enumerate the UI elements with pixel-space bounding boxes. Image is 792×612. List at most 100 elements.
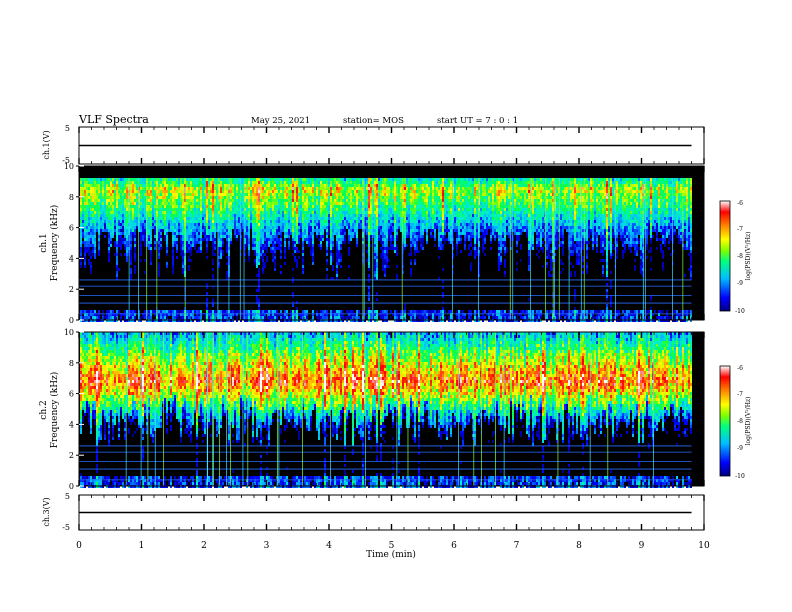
spectrogram-cell [304, 238, 306, 241]
spectrogram-cell [334, 199, 336, 202]
spectrogram-cell [290, 202, 292, 205]
spectrogram-cell [136, 181, 138, 184]
spectrogram-cell [176, 178, 178, 181]
spectrogram-cell [262, 193, 264, 196]
spectrogram-cell [268, 181, 270, 184]
spectrogram-cell [222, 196, 224, 199]
spectrogram-cell [408, 232, 410, 235]
spectrogram-cell [164, 205, 166, 208]
spectrogram-cell [302, 214, 304, 217]
spectrogram-cell [390, 214, 392, 217]
spectrogram-cell [392, 214, 394, 217]
spectrogram-cell [204, 217, 206, 220]
spectrogram-cell [244, 214, 246, 217]
spectrogram-cell [160, 196, 162, 199]
spectrogram-cell [90, 196, 92, 199]
spectrogram-cell [240, 190, 242, 193]
spectrogram-cell [180, 253, 182, 256]
spectrogram-cell [130, 190, 132, 193]
spectrogram-cell [242, 193, 244, 196]
spectrogram-cell [88, 229, 90, 232]
spectrogram-cell [306, 181, 308, 184]
spectrogram-cell [254, 244, 256, 247]
spectrogram-cell [144, 220, 146, 223]
spectrogram-cell [294, 202, 296, 205]
spectrogram-cell [200, 211, 202, 214]
spectrogram-cell [90, 199, 92, 202]
spectrogram-cell [254, 229, 256, 232]
spectrogram-cell [364, 193, 366, 196]
spectrogram-cell [108, 217, 110, 220]
spectrogram-cell [172, 247, 174, 250]
spectrogram-cell [190, 226, 192, 229]
spectrogram-cell [140, 196, 142, 199]
spectrogram-cell [176, 217, 178, 220]
spectrogram-cell [214, 247, 216, 250]
spectrogram-cell [102, 214, 104, 217]
spectrogram-cell [82, 202, 84, 205]
spectrogram-cell [90, 268, 92, 271]
spectrogram-cell [138, 199, 140, 202]
spectrogram-cell [288, 199, 290, 202]
spectrogram-cell [270, 220, 272, 223]
spectrogram-cell [320, 313, 322, 316]
spectrogram-cell [392, 217, 394, 220]
spectrogram-cell [224, 196, 226, 199]
spectrogram-cell [220, 205, 222, 208]
spectrogram-cell [190, 217, 192, 220]
spectrogram-cell [142, 190, 144, 193]
spectrogram-cell [220, 244, 222, 247]
spectrogram-cell [196, 205, 198, 208]
spectrogram-cell [272, 223, 274, 226]
spectrogram-cell [344, 208, 346, 211]
spectrogram-cell [270, 193, 272, 196]
spectrogram-cell [376, 193, 378, 196]
spectrogram-cell [210, 202, 212, 205]
spectrogram-cell [238, 178, 240, 181]
spectrogram-cell [88, 262, 90, 265]
spectrogram-cell [384, 184, 386, 187]
spectrogram-cell [108, 238, 110, 241]
spectrogram-cell [218, 196, 220, 199]
spectrogram-cell [402, 313, 404, 316]
spectrogram-cell [94, 241, 96, 244]
spectrogram-cell [336, 226, 338, 229]
spectrogram-cell [396, 190, 398, 193]
spectrogram-cell [366, 232, 368, 235]
spectrogram-cell [150, 232, 152, 235]
spectrogram-cell [86, 196, 88, 199]
spectrogram-cell [340, 235, 342, 238]
spectrogram-cell [94, 229, 96, 232]
spectrogram-cell [124, 202, 126, 205]
spectrogram-cell [190, 241, 192, 244]
spectrogram-cell [324, 211, 326, 214]
spectrogram-cell [272, 238, 274, 241]
spectrogram-cell [424, 187, 426, 190]
spectrogram-cell [132, 223, 134, 226]
spectrogram-cell [92, 217, 94, 220]
spectrogram-cell [160, 229, 162, 232]
spectrogram-cell [242, 310, 244, 313]
spectrogram-cell [256, 274, 258, 277]
spectrogram-cell [182, 310, 184, 313]
spectrogram-cell [216, 316, 218, 319]
spectrogram-cell [386, 262, 388, 265]
spectrogram-cell [200, 226, 202, 229]
spectrogram-cell [108, 232, 110, 235]
spectrogram-cell [252, 220, 254, 223]
spectrogram-cell [326, 244, 328, 247]
spectrogram-cell [132, 211, 134, 214]
spectrogram-cell [406, 199, 408, 202]
spectrogram-cell [212, 196, 214, 199]
spectrogram-cell [412, 208, 414, 211]
spectrogram-cell [384, 253, 386, 256]
spectrogram-cell [422, 178, 424, 181]
spectrogram-cell [200, 184, 202, 187]
spectrogram-cell [86, 202, 88, 205]
spectrogram-cell [94, 310, 96, 313]
spectrogram-cell [242, 211, 244, 214]
spectrogram-cell [254, 238, 256, 241]
spectrogram-cell [104, 211, 106, 214]
spectrogram-cell [212, 208, 214, 211]
spectrogram-cell [188, 196, 190, 199]
